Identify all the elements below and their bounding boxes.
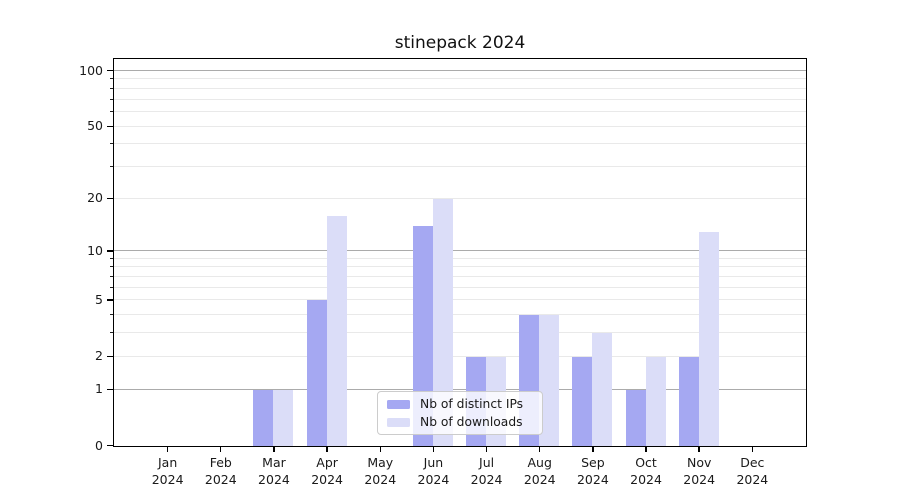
- x-tick-label: Jun 2024: [417, 455, 450, 487]
- minor-gridline: [114, 286, 806, 288]
- y-tick: [107, 125, 113, 127]
- minor-gridline: [114, 276, 806, 278]
- x-tick: [326, 447, 328, 452]
- y-tick: [107, 70, 113, 72]
- y-minor-tick: [109, 143, 113, 145]
- y-minor-tick: [109, 165, 113, 167]
- legend-label-downloads: Nb of downloads: [420, 415, 523, 429]
- x-tick: [645, 447, 647, 452]
- x-tick-label: May 2024: [364, 455, 397, 487]
- bar-ips-oct: [625, 389, 646, 446]
- x-tick: [220, 447, 222, 452]
- x-tick: [485, 447, 488, 452]
- y-tick: [107, 299, 113, 301]
- legend-item-downloads: Nb of downloads: [387, 415, 533, 429]
- minor-gridline: [114, 299, 806, 301]
- x-tick-label: Dec 2024: [736, 455, 769, 487]
- legend-item-distinct-ips: Nb of distinct IPs: [387, 397, 533, 411]
- x-tick-label: Jan 2024: [151, 455, 184, 487]
- plot-area: Nb of distinct IPs Nb of downloads: [113, 58, 807, 447]
- x-tick: [698, 447, 700, 452]
- bar-ips-sep: [572, 356, 593, 446]
- y-minor-tick: [109, 87, 113, 89]
- y-minor-tick: [109, 332, 113, 334]
- x-tick-label: Jul 2024: [470, 455, 503, 487]
- y-tick-label: 50: [87, 118, 103, 134]
- y-tick: [107, 197, 113, 199]
- y-tick: [107, 445, 113, 447]
- y-minor-tick: [109, 286, 113, 288]
- minor-gridline: [114, 257, 806, 259]
- x-tick-label: Feb 2024: [204, 455, 237, 487]
- major-gridline: [114, 388, 806, 390]
- bar-ips-nov: [678, 356, 699, 446]
- bar-downloads-nov: [698, 231, 719, 446]
- major-gridline: [114, 70, 806, 71]
- minor-gridline: [114, 125, 806, 127]
- y-tick-label: 100: [79, 62, 103, 78]
- bar-downloads-aug: [539, 315, 560, 446]
- bar-downloads-apr: [326, 215, 347, 446]
- bar-downloads-mar: [273, 389, 294, 446]
- y-tick-label: 5: [95, 291, 103, 307]
- minor-gridline: [114, 332, 806, 334]
- y-tick-label: 2: [95, 348, 103, 364]
- y-minor-tick: [109, 266, 113, 268]
- minor-gridline: [114, 110, 806, 112]
- y-tick: [107, 388, 113, 391]
- y-tick: [107, 355, 113, 358]
- bar-ips-apr: [306, 300, 327, 446]
- minor-gridline: [114, 355, 806, 357]
- y-minor-tick: [109, 257, 113, 259]
- bar-downloads-sep: [592, 333, 613, 446]
- minor-gridline: [114, 197, 806, 199]
- x-tick-label: Sep 2024: [576, 455, 609, 487]
- y-minor-tick: [109, 78, 113, 80]
- legend-swatch-downloads: [387, 417, 410, 427]
- x-tick: [273, 447, 275, 452]
- legend: Nb of distinct IPs Nb of downloads: [377, 391, 543, 435]
- minor-gridline: [114, 165, 806, 167]
- x-tick: [379, 447, 381, 452]
- bar-downloads-jun: [432, 198, 453, 446]
- legend-swatch-distinct-ips: [387, 399, 410, 409]
- chart-title: stinepack 2024: [394, 33, 526, 53]
- minor-gridline: [114, 314, 806, 316]
- bar-ips-jun: [412, 225, 433, 446]
- x-tick-label: Aug 2024: [523, 455, 556, 487]
- y-tick-label: 0: [95, 437, 103, 453]
- x-tick-label: Oct 2024: [630, 455, 662, 487]
- y-minor-tick: [109, 276, 113, 278]
- x-tick: [592, 447, 594, 452]
- minor-gridline: [114, 87, 806, 89]
- legend-label-distinct-ips: Nb of distinct IPs: [420, 397, 524, 411]
- y-minor-tick: [109, 98, 113, 100]
- major-gridline: [114, 250, 806, 252]
- x-tick: [166, 447, 169, 452]
- x-tick: [539, 447, 541, 452]
- x-tick-label: Mar 2024: [258, 455, 290, 487]
- minor-gridline: [114, 143, 806, 145]
- bar-ips-mar: [253, 389, 274, 446]
- x-tick: [432, 447, 435, 452]
- x-tick-label: Apr 2024: [311, 455, 344, 487]
- y-tick: [107, 250, 113, 252]
- y-tick-label: 20: [87, 190, 103, 206]
- x-tick-label: Nov 2024: [683, 455, 716, 487]
- y-tick-label: 10: [87, 242, 103, 258]
- minor-gridline: [114, 266, 806, 268]
- y-tick-label: 1: [95, 381, 103, 397]
- minor-gridline: [114, 98, 806, 100]
- minor-gridline: [114, 78, 806, 80]
- y-minor-tick: [109, 110, 113, 112]
- x-tick: [751, 447, 754, 452]
- bar-downloads-oct: [645, 356, 666, 446]
- y-minor-tick: [109, 314, 113, 316]
